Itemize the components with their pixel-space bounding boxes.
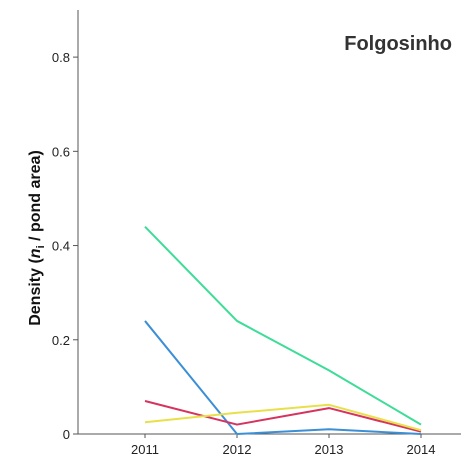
chart-title: Folgosinho bbox=[344, 33, 452, 55]
x-tick-label: 2013 bbox=[315, 442, 344, 457]
y-axis-label-italic: n bbox=[27, 248, 44, 258]
y-axis-label: Density (ni / pond area) bbox=[27, 150, 47, 326]
series-lines bbox=[144, 226, 422, 435]
y-tick-label: 0.8 bbox=[52, 50, 70, 65]
series-line-2 bbox=[144, 320, 422, 435]
y-tick-label: 0 bbox=[63, 427, 70, 442]
y-axis-label-prefix: Density ( bbox=[27, 258, 44, 326]
axes bbox=[77, 10, 461, 435]
x-tick-label: 2011 bbox=[131, 442, 159, 457]
y-tick-label: 0.4 bbox=[52, 239, 70, 254]
y-tick-label: 0.2 bbox=[52, 333, 70, 348]
series-line-3 bbox=[144, 400, 422, 433]
x-ticks: 2011 2012 2013 2014 bbox=[131, 434, 435, 457]
x-tick-label: 2012 bbox=[223, 442, 252, 457]
y-tick-label: 0.6 bbox=[52, 144, 70, 159]
y-axis-label-subscript: i bbox=[35, 245, 47, 248]
y-ticks: 0 0.2 0.4 0.6 0.8 bbox=[52, 50, 78, 442]
x-tick-label: 2014 bbox=[407, 442, 436, 457]
series-line-4 bbox=[144, 403, 422, 432]
series-line-1 bbox=[144, 226, 422, 426]
y-axis-label-suffix: / pond area) bbox=[27, 150, 44, 245]
